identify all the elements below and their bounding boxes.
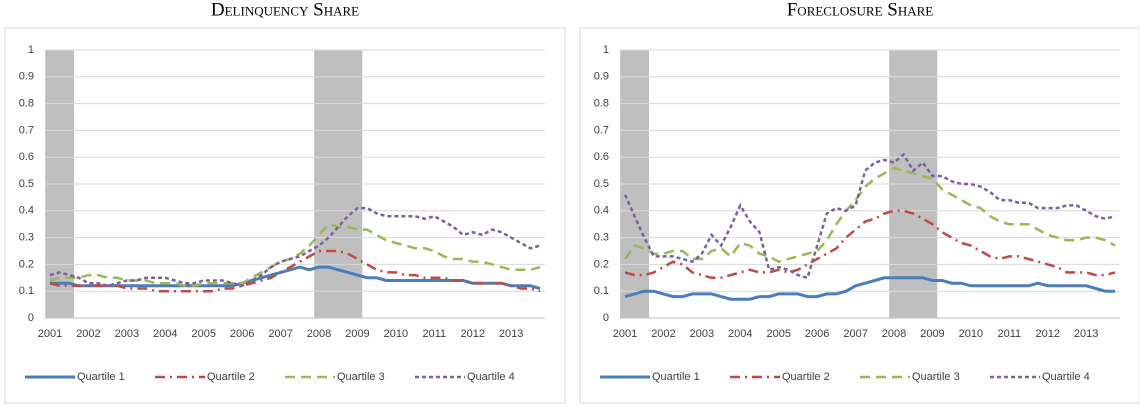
x-tick-label: 2002 bbox=[76, 328, 100, 340]
x-tick-label: 2007 bbox=[843, 328, 867, 340]
series-line bbox=[623, 166, 1116, 264]
y-tick-label: 0.3 bbox=[594, 232, 609, 244]
x-tick-label: 2009 bbox=[920, 328, 944, 340]
x-tick-label: 2001 bbox=[38, 328, 62, 340]
y-tick-label: 0.1 bbox=[594, 285, 609, 297]
y-tick-label: 0.7 bbox=[594, 124, 609, 136]
legend-label: Quartile 4 bbox=[1042, 371, 1090, 383]
y-tick-label: 0.9 bbox=[19, 71, 34, 83]
x-tick-label: 2009 bbox=[345, 328, 369, 340]
x-tick-label: 2002 bbox=[651, 328, 675, 340]
y-tick-label: 0.5 bbox=[19, 178, 34, 190]
x-tick-label: 2005 bbox=[766, 328, 790, 340]
series-line bbox=[624, 276, 1115, 301]
y-tick-label: 0.4 bbox=[594, 205, 609, 217]
x-tick-label: 2003 bbox=[690, 328, 714, 340]
x-tick-label: 2010 bbox=[384, 328, 408, 340]
y-tick-label: 0.3 bbox=[19, 232, 34, 244]
x-tick-label: 2004 bbox=[153, 328, 177, 340]
series-line bbox=[49, 249, 541, 293]
chart-panel: Delinquency Share 0 0.1 0.2 0.3 0.4 0.5 0.6 0.7 0… bbox=[4, 0, 566, 404]
x-tick-label: 2006 bbox=[805, 328, 829, 340]
y-tick-label: 0.6 bbox=[19, 151, 34, 163]
x-tick-label: 2008 bbox=[307, 328, 331, 340]
x-tick-label: 2010 bbox=[959, 328, 983, 340]
legend-label: Quartile 3 bbox=[912, 371, 960, 383]
legend-label: Quartile 3 bbox=[337, 371, 385, 383]
legend-label: Quartile 1 bbox=[652, 371, 700, 383]
chart-title: Delinquency Share bbox=[211, 0, 359, 20]
x-tick-label: 2011 bbox=[422, 328, 446, 340]
chart-title: Foreclosure Share bbox=[787, 0, 934, 20]
x-tick-label: 2003 bbox=[115, 328, 139, 340]
panel-border bbox=[4, 27, 566, 404]
legend-label: Quartile 2 bbox=[207, 371, 255, 383]
y-tick-label: 1 bbox=[603, 44, 609, 56]
y-tick-label: 0.2 bbox=[19, 258, 34, 270]
x-tick-label: 2006 bbox=[230, 328, 254, 340]
x-tick-label: 2005 bbox=[191, 328, 215, 340]
legend-label: Quartile 1 bbox=[77, 371, 125, 383]
series-line bbox=[624, 209, 1116, 280]
y-tick-label: 0 bbox=[28, 312, 34, 324]
x-tick-label: 2013 bbox=[499, 328, 523, 340]
y-tick-label: 0.6 bbox=[594, 151, 609, 163]
x-tick-label: 2012 bbox=[461, 328, 485, 340]
y-tick-label: 0 bbox=[603, 312, 609, 324]
y-tick-label: 0.5 bbox=[594, 178, 609, 190]
chart-panel: Foreclosure Share 0 0.1 0.2 0.3 0.4 0.5 0.6 0.7 0… bbox=[579, 0, 1140, 404]
x-tick-label: 2012 bbox=[1036, 328, 1060, 340]
y-tick-label: 0.4 bbox=[19, 205, 34, 217]
y-tick-label: 0.8 bbox=[594, 98, 609, 110]
y-tick-label: 1 bbox=[28, 44, 34, 56]
x-tick-label: 2001 bbox=[613, 328, 637, 340]
series-line bbox=[49, 206, 541, 288]
x-tick-label: 2007 bbox=[268, 328, 292, 340]
x-tick-label: 2004 bbox=[728, 328, 752, 340]
x-tick-label: 2013 bbox=[1074, 328, 1098, 340]
y-tick-label: 0.9 bbox=[594, 71, 609, 83]
y-tick-label: 0.2 bbox=[594, 258, 609, 270]
legend-label: Quartile 2 bbox=[782, 371, 830, 383]
x-tick-label: 2008 bbox=[882, 328, 906, 340]
y-tick-label: 0.1 bbox=[19, 285, 34, 297]
panel-border bbox=[579, 27, 1140, 404]
y-tick-label: 0.7 bbox=[19, 124, 34, 136]
y-tick-label: 0.8 bbox=[19, 98, 34, 110]
x-tick-label: 2011 bbox=[997, 328, 1021, 340]
legend-label: Quartile 4 bbox=[467, 371, 515, 383]
